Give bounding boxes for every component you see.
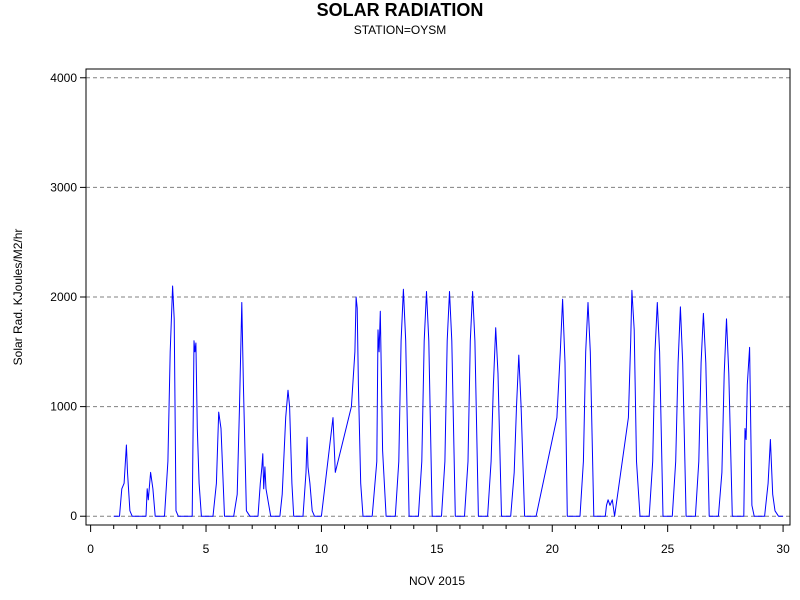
x-tick-label: 20 (546, 542, 560, 556)
series-group (113, 285, 784, 517)
x-axis: 0 5 10 15 20 25 30 (87, 525, 790, 556)
y-tick-label: 0 (70, 509, 77, 523)
x-tick-label: 10 (315, 542, 329, 556)
y-axis: 0 1000 2000 3000 4000 (50, 71, 86, 523)
y-tick-label: 3000 (50, 180, 77, 194)
x-tick-label: 0 (87, 542, 94, 556)
y-tick-label: 2000 (50, 290, 77, 304)
chart-title: SOLAR RADIATION (316, 0, 484, 20)
x-tick-label: 5 (203, 542, 210, 556)
x-axis-label: NOV 2015 (409, 574, 465, 588)
series-line (113, 285, 784, 517)
y-tick-label: 4000 (50, 71, 77, 85)
chart-subtitle: STATION=OYSM (353, 23, 447, 37)
x-tick-label: 15 (430, 542, 444, 556)
y-axis-label: Solar Rad. KJoules/M2/hr (11, 229, 25, 366)
x-tick-label: 30 (776, 542, 790, 556)
y-tick-label: 1000 (50, 400, 77, 414)
x-tick-label: 25 (661, 542, 675, 556)
